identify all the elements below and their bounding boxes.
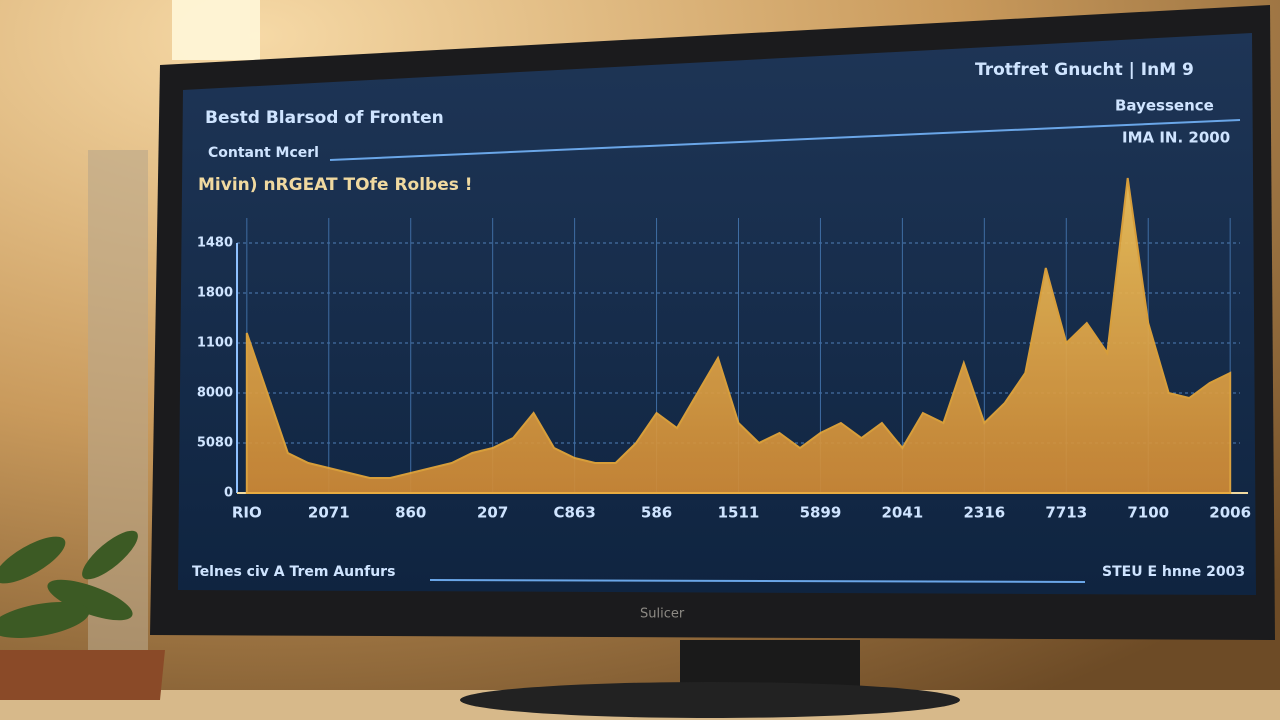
plot: 0 5080 8000 1100 1800 1480 RIO 2071 860 207 C863 58… — [197, 177, 1251, 522]
screen-title: Bestd Blarsod of Fronten — [205, 108, 444, 128]
panel-label: Contant Mcerl — [208, 145, 319, 161]
x-tick-label: 586 — [641, 504, 672, 522]
y-tick-label: 1800 — [197, 286, 233, 301]
x-tick-label: C863 — [553, 504, 595, 522]
lamp — [172, 0, 260, 60]
right-label: Bayessence — [1115, 97, 1214, 115]
monitor-base — [460, 682, 960, 718]
y-tick-label: 1480 — [197, 236, 233, 251]
chart-title: Mivin) nRGEAT TOfe Rolbes ! — [198, 175, 473, 195]
x-tick-label: 207 — [477, 504, 508, 522]
footer-rule — [429, 579, 1086, 583]
x-tick-label: 7100 — [1127, 504, 1169, 522]
date-label: IMA IN. 2000 — [1122, 129, 1230, 147]
x-tick-label: 1511 — [718, 504, 760, 522]
header-rule — [329, 119, 1241, 161]
x-tick-label: RIO — [232, 504, 262, 522]
screen-text: Bestd Blarsod of Fronten Contant Mcerl T… — [192, 60, 1245, 580]
plant — [0, 530, 138, 638]
y-tick-label: 1100 — [197, 336, 233, 351]
x-tick-label: 7713 — [1045, 504, 1087, 522]
x-tick-label: 2316 — [963, 504, 1005, 522]
area — [245, 177, 1232, 494]
x-tick-label: 860 — [395, 504, 426, 522]
y-tick-label: 5080 — [197, 436, 233, 451]
x-tick-label: 2071 — [308, 504, 350, 522]
footer-right: STEU E hnne 2003 — [1102, 564, 1245, 580]
brand: Sulicer — [640, 607, 685, 622]
plant-pot — [0, 650, 165, 700]
x-tick-label: 5899 — [800, 504, 842, 522]
footer-left: Telnes civ A Trem Aunfurs — [192, 564, 395, 580]
y-tick-label: 0 — [224, 486, 233, 501]
x-tick-label: 2041 — [882, 504, 924, 522]
x-tick-label: 2006 — [1209, 504, 1251, 522]
y-tick-label: 8000 — [197, 386, 233, 401]
top-right-label: Trotfret Gnucht | InM 9 — [975, 60, 1194, 80]
monitor-neck — [680, 640, 860, 690]
